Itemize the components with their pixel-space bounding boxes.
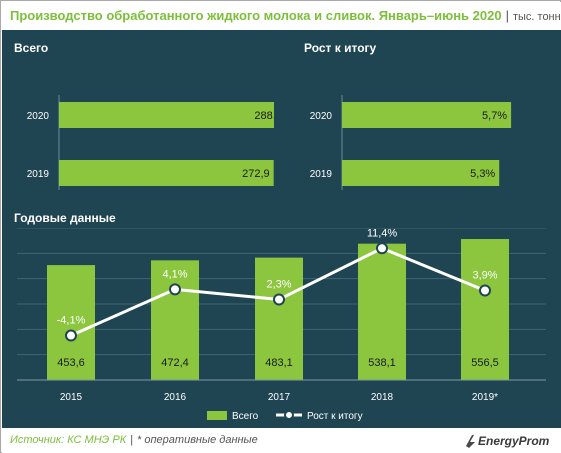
legend-label-growth: Рост к итогу <box>307 411 363 422</box>
legend-swatch-marker <box>284 410 294 420</box>
annual-growth-point <box>479 284 491 297</box>
growth-tick-label: 2020 <box>310 111 333 122</box>
annual-growth-value-label: -4,1% <box>57 315 86 327</box>
section-annual-label: Годовые данные <box>14 211 116 225</box>
growth-bar-chart: 2020 5,7% 2019 5,3% <box>310 95 512 190</box>
title-separator: | <box>505 8 509 23</box>
unit-label: тыс. тонн <box>512 11 561 23</box>
annual-growth-value-label: 3,9% <box>472 269 497 281</box>
logo-mark-icon <box>466 435 475 448</box>
section-total-label: Всего <box>14 41 49 55</box>
total-value-label: 288,5 <box>254 110 274 122</box>
legend-label-total: Всего <box>232 411 259 422</box>
title-text: Производство обработанного жидкого молок… <box>10 8 502 23</box>
growth-tick-label: 2019 <box>310 169 333 180</box>
source-line: Источник: КС МНЭ РК | * оперативные данные <box>10 434 258 446</box>
annual-bar <box>358 243 406 380</box>
annual-growth-point <box>273 293 285 306</box>
total-bar <box>59 160 274 186</box>
annual-bar <box>151 260 199 380</box>
legend-swatch-bar <box>207 411 227 420</box>
chart-panel: Всего Рост к итогу Годовые данные 2020 28… <box>2 30 561 428</box>
source-note: * оперативные данные <box>137 434 258 446</box>
chart-title: Производство обработанного жидкого молок… <box>10 8 561 23</box>
growth-bar <box>342 102 512 128</box>
annual-bar-value-label: 472,4 <box>161 357 189 369</box>
annual-growth-point <box>376 242 388 255</box>
annual-tick-label: 2016 <box>164 392 187 403</box>
annual-growth-value-label: 11,4% <box>367 228 398 239</box>
annual-bar <box>461 239 509 380</box>
annual-bar-value-label: 483,1 <box>265 357 293 369</box>
source-label: Источник: КС МНЭ РК <box>10 434 127 446</box>
growth-value-label: 5,7% <box>482 110 507 122</box>
annual-growth-value-label: 4,1% <box>162 268 187 280</box>
section-growth-label: Рост к итогу <box>304 41 377 55</box>
total-tick-label: 2020 <box>27 111 50 122</box>
annual-combo-chart: 453,6 2015 472,4 2016 483,1 2017 538,1 2018 556,… <box>17 228 546 422</box>
footer: Источник: КС МНЭ РК | * оперативные данные… <box>2 428 561 453</box>
source-separator: | <box>130 434 134 446</box>
total-bar <box>59 102 274 128</box>
total-bar-chart: 2020 288,5 2019 272,9 <box>27 95 274 190</box>
total-value-label: 272,9 <box>242 168 270 180</box>
annual-bar-value-label: 556,5 <box>471 357 499 369</box>
growth-value-label: 5,3% <box>470 168 495 180</box>
annual-bar-value-label: 538,1 <box>368 357 396 369</box>
annual-bar-value-label: 453,6 <box>57 357 85 369</box>
annual-growth-point <box>65 329 77 342</box>
growth-bar <box>342 160 500 186</box>
annual-growth-point <box>169 283 181 296</box>
annual-tick-label: 2015 <box>60 392 83 403</box>
annual-tick-label: 2017 <box>268 392 291 403</box>
logo-text: EnergyProm <box>478 434 550 448</box>
annual-growth-value-label: 2,3% <box>266 278 291 290</box>
header: Производство обработанного жидкого молок… <box>2 2 561 30</box>
energyprom-logo: EnergyProm <box>466 434 550 448</box>
annual-bar <box>255 257 303 380</box>
annual-bar <box>47 265 95 380</box>
annual-tick-label: 2019* <box>472 392 498 403</box>
annual-legend: Всего Рост к итогу <box>207 410 363 422</box>
total-tick-label: 2019 <box>27 169 50 180</box>
annual-tick-label: 2018 <box>371 392 394 403</box>
